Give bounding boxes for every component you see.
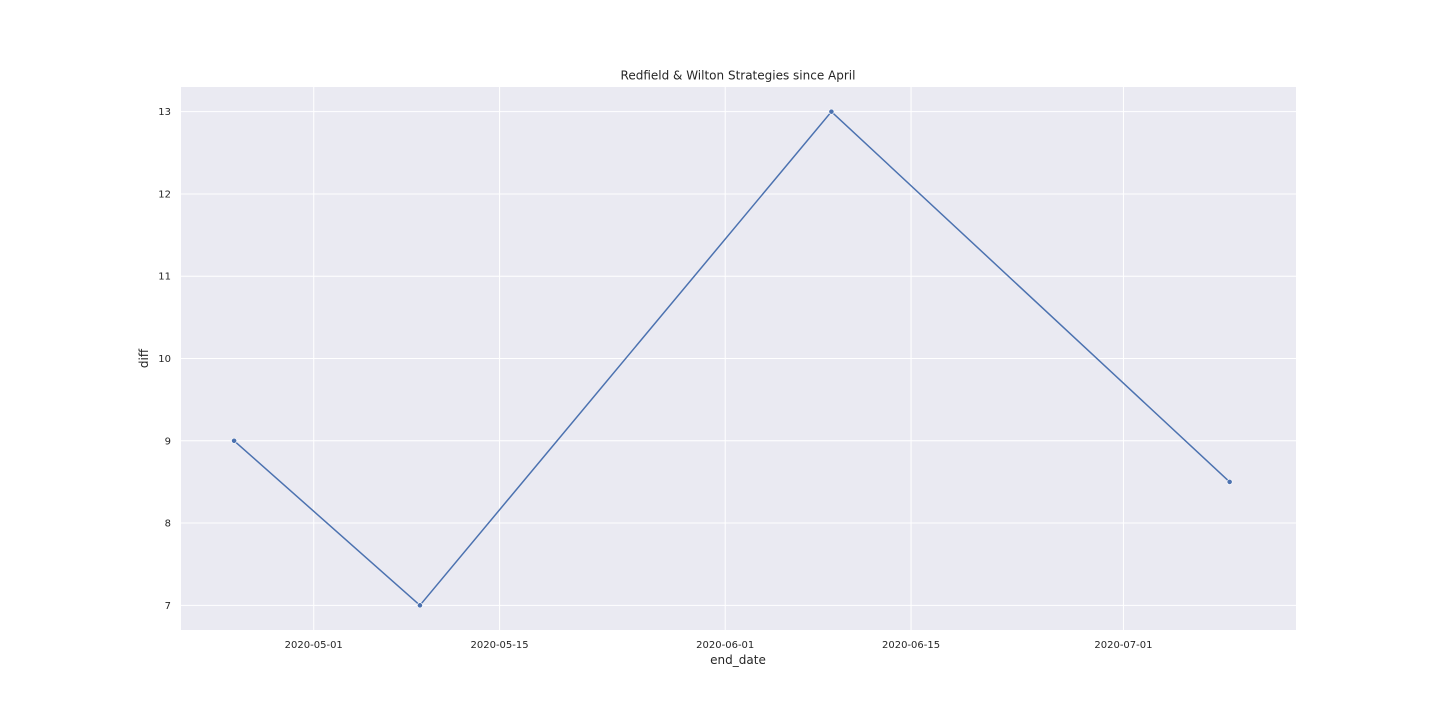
y-tick-label: 10 [158, 354, 171, 365]
y-tick-label: 11 [158, 272, 171, 283]
y-tick-label: 12 [158, 189, 171, 200]
x-tick-label: 2020-06-01 [696, 640, 754, 651]
y-gridlines [181, 111, 1296, 606]
series-line [233, 110, 1231, 607]
x-tick-label: 2020-05-15 [471, 640, 529, 651]
data-point [1226, 479, 1233, 485]
y-tick-label: 9 [165, 436, 171, 447]
data-point [231, 437, 237, 444]
x-tick-label: 2020-06-15 [882, 640, 940, 651]
x-tick-labels: 2020-05-01 2020-05-15 2020-06-01 2020-06-15… [285, 640, 1153, 651]
y-tick-labels: 7 8 9 10 11 12 13 [158, 107, 171, 612]
x-tick-label: 2020-05-01 [285, 640, 343, 651]
y-tick-label: 8 [165, 519, 171, 530]
chart-title: Redfield & Wilton Strategies since April [621, 69, 856, 83]
y-tick-label: 13 [158, 107, 171, 118]
y-tick-label: 7 [165, 601, 171, 612]
data-point [417, 602, 423, 609]
x-tick-label: 2020-07-01 [1094, 640, 1152, 651]
data-point [828, 108, 835, 115]
y-axis-label: diff [137, 348, 151, 368]
x-axis-label: end_date [710, 653, 766, 667]
series-layer [231, 108, 1233, 609]
